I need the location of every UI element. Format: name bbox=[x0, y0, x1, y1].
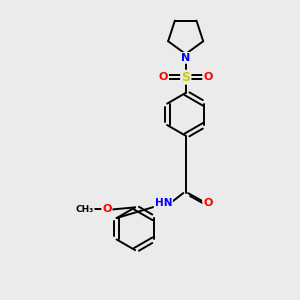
Text: S: S bbox=[181, 71, 190, 84]
Text: O: O bbox=[159, 72, 168, 82]
Text: O: O bbox=[203, 72, 213, 82]
Text: O: O bbox=[203, 199, 213, 208]
Text: N: N bbox=[181, 53, 190, 63]
Text: CH₃: CH₃ bbox=[76, 205, 94, 214]
Text: O: O bbox=[102, 204, 112, 214]
Text: HN: HN bbox=[154, 199, 172, 208]
